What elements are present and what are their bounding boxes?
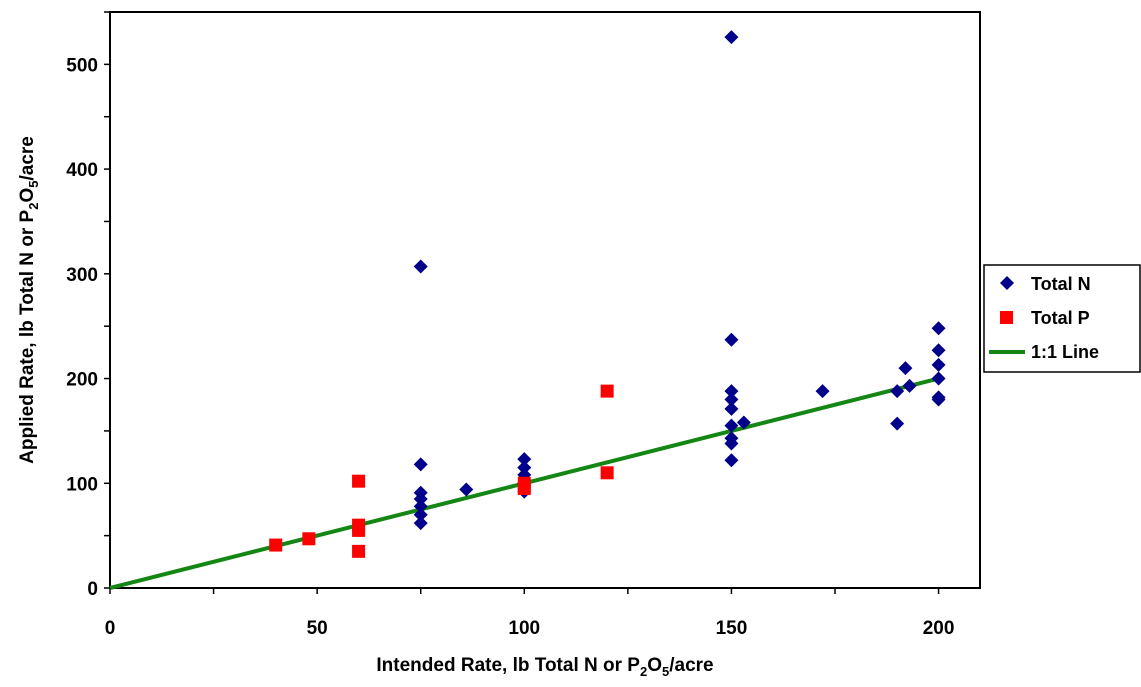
y-tick-label: 100 [66, 474, 98, 495]
total-p-point [302, 532, 316, 546]
total-n-point [724, 392, 739, 407]
total-n-point [890, 416, 905, 431]
legend: Total N Total P 1:1 Line [983, 264, 1141, 373]
total-n-point [413, 491, 428, 506]
y-tick-label: 0 [87, 579, 98, 600]
total-p-point [517, 482, 531, 496]
legend-label-1to1-line: 1:1 Line [1031, 342, 1099, 362]
x-tick-label: 0 [105, 618, 116, 639]
series-total-p [269, 384, 614, 558]
total-n-point [898, 361, 913, 376]
y-tick-label: 300 [66, 265, 98, 286]
total-n-point [736, 415, 751, 430]
total-n-point [724, 401, 739, 416]
y-tick-label: 200 [66, 370, 98, 391]
x-tick-label: 100 [508, 618, 540, 639]
total-n-point [724, 436, 739, 451]
total-n-point [413, 457, 428, 472]
series-total-n [413, 30, 946, 531]
total-n-point [931, 371, 946, 386]
x-tick-label: 200 [923, 618, 955, 639]
y-axis: 0 100 200 300 400 500 [66, 11, 110, 600]
legend-label-total-n: Total N [1031, 274, 1091, 294]
total-n-point [931, 392, 946, 407]
legend-diamond-icon [1000, 276, 1014, 290]
x-axis: 0 50 100 150 200 [105, 588, 955, 639]
legend-square-icon [1000, 311, 1013, 324]
total-p-point [269, 538, 283, 552]
total-n-point [724, 418, 739, 433]
total-n-point [931, 357, 946, 372]
total-n-point [902, 378, 917, 393]
total-p-point [352, 474, 366, 488]
plot-area [109, 11, 981, 589]
total-n-point [413, 259, 428, 274]
total-n-point [413, 516, 428, 531]
y-tick-label: 400 [66, 160, 98, 181]
total-n-point [517, 460, 532, 475]
total-p-point [352, 544, 366, 558]
total-p-point [600, 466, 614, 480]
total-n-point [931, 321, 946, 336]
total-n-point [413, 507, 428, 522]
total-n-point [724, 453, 739, 468]
total-n-point [724, 332, 739, 347]
total-n-point [724, 30, 739, 45]
x-tick-label: 150 [716, 618, 748, 639]
x-tick-label: 50 [307, 618, 328, 639]
total-n-point [815, 384, 830, 399]
total-n-point [517, 452, 532, 467]
total-n-point [459, 482, 474, 497]
x-axis-title: Intended Rate, lb Total N or P2O5/acre [376, 655, 713, 679]
total-n-point [890, 384, 905, 399]
total-p-point [600, 384, 614, 398]
y-tick-label: 500 [66, 55, 98, 76]
total-n-point [724, 384, 739, 399]
legend-label-total-p: Total P [1031, 308, 1090, 328]
total-n-point [931, 343, 946, 358]
total-p-point [352, 523, 366, 537]
total-n-point [413, 499, 428, 514]
y-axis-title: Applied Rate, lb Total N or P2O5/acre [17, 136, 41, 464]
